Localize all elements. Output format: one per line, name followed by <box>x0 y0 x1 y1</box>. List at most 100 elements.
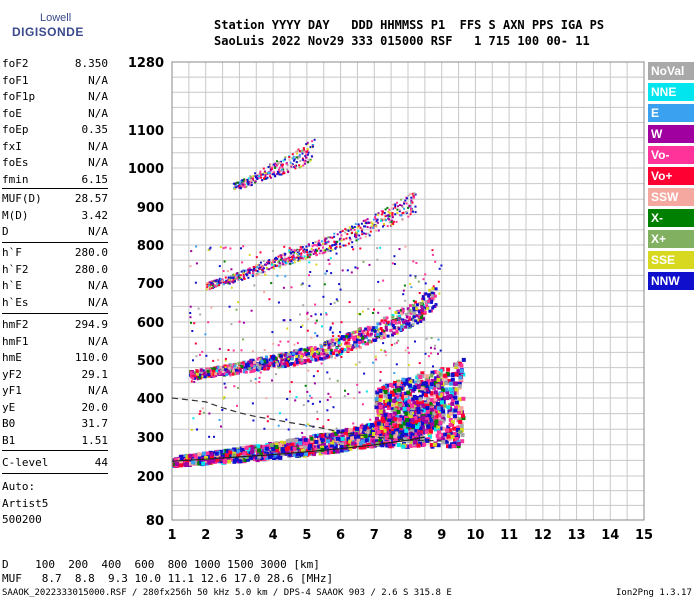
echo-dot <box>328 247 330 250</box>
echo-dot <box>361 230 364 233</box>
echo-dot <box>318 252 321 255</box>
echo-dot <box>308 250 311 253</box>
echo-dot <box>413 431 418 436</box>
echo-dot <box>432 386 436 391</box>
echo-dot <box>345 341 349 345</box>
echo-dot <box>212 359 215 362</box>
echo-dot <box>359 339 362 343</box>
echo-dot <box>396 211 399 214</box>
echo-dot <box>309 436 314 441</box>
echo-dot <box>330 450 335 454</box>
echo-dot <box>300 165 303 168</box>
echo-dot <box>381 385 386 390</box>
param-value: 20.0 <box>81 400 109 414</box>
echo-dot <box>361 431 364 434</box>
echo-dot <box>319 244 322 247</box>
echo-dot <box>259 455 264 460</box>
echo-dot <box>303 159 306 162</box>
echo-dot <box>283 245 286 248</box>
legend-item: SSW <box>648 188 694 206</box>
echo-dot <box>240 270 243 273</box>
echo-dot <box>233 385 236 388</box>
echo-dot <box>316 249 319 252</box>
echo-dot <box>431 287 435 290</box>
echo-dot <box>322 425 325 428</box>
echo-dot <box>251 177 254 180</box>
echo-dot <box>395 330 399 334</box>
echo-dot <box>412 303 416 307</box>
echo-dot <box>364 235 367 238</box>
echo-dot <box>232 458 237 463</box>
echo-dot <box>302 304 305 307</box>
echo-dot <box>254 274 257 277</box>
echo-dot <box>251 358 255 362</box>
echo-dot <box>432 411 437 416</box>
echo-dot <box>420 386 425 391</box>
echo-dot <box>395 341 398 344</box>
echo-dot <box>415 441 419 446</box>
echo-dot <box>340 350 344 354</box>
echo-dot <box>386 206 389 209</box>
echo-dot <box>218 418 221 421</box>
echo-dot <box>376 247 379 250</box>
echo-dot <box>326 340 330 344</box>
echo-dot <box>287 171 290 174</box>
echo-dot <box>427 431 431 436</box>
echo-dot <box>327 392 330 395</box>
echo-dot <box>306 312 309 315</box>
echo-dot <box>306 329 309 332</box>
echo-dot <box>394 431 399 436</box>
echo-dot <box>224 453 229 458</box>
echo-dot <box>404 199 407 202</box>
echo-dot <box>249 184 252 187</box>
echo-dot <box>282 159 285 162</box>
echo-dot <box>409 205 412 208</box>
echo-dot <box>363 329 365 332</box>
echo-dot <box>229 374 232 377</box>
echo-dot <box>246 457 251 462</box>
echo-dot <box>265 363 269 367</box>
echo-dot <box>408 414 413 419</box>
echo-dot <box>350 348 354 351</box>
echo-dot <box>310 315 313 318</box>
echo-dot <box>254 180 257 183</box>
echo-dot <box>201 350 204 353</box>
echo-dot <box>422 297 426 301</box>
echo-dot <box>408 379 413 384</box>
echo-dot <box>424 419 428 424</box>
param-value: 294.9 <box>74 318 108 331</box>
echo-dot <box>461 372 466 377</box>
echo-dot <box>408 423 412 428</box>
echo-dot <box>310 155 313 158</box>
echo-dot <box>289 254 292 257</box>
echo-dot <box>316 240 319 243</box>
echo-dot <box>333 449 337 454</box>
echo-dot <box>290 260 293 263</box>
echo-dot <box>413 384 418 389</box>
echo-dot <box>393 434 398 439</box>
echo-dot <box>336 240 339 243</box>
echo-dot <box>192 359 194 362</box>
echo-dot <box>253 361 256 364</box>
echo-dot <box>366 332 370 336</box>
echo-dot <box>303 255 306 258</box>
param-name: foF1p <box>2 90 36 103</box>
echo-dot <box>375 394 380 399</box>
echo-dot <box>434 344 437 347</box>
echo-dot <box>437 338 440 341</box>
echo-dot <box>357 431 362 436</box>
echo-dot <box>403 207 405 210</box>
echo-dot <box>407 215 410 218</box>
echo-dot <box>296 342 299 345</box>
separator-line <box>2 188 108 189</box>
echo-dot <box>303 248 306 251</box>
echo-dot <box>247 366 251 370</box>
echo-dot <box>399 420 404 425</box>
echo-dot <box>190 250 193 253</box>
echo-dot <box>398 309 400 312</box>
echo-dot <box>436 425 441 430</box>
echo-dot <box>403 395 408 399</box>
echo-dot <box>379 327 383 330</box>
echo-dot <box>386 334 390 338</box>
echo-dot <box>372 312 374 314</box>
